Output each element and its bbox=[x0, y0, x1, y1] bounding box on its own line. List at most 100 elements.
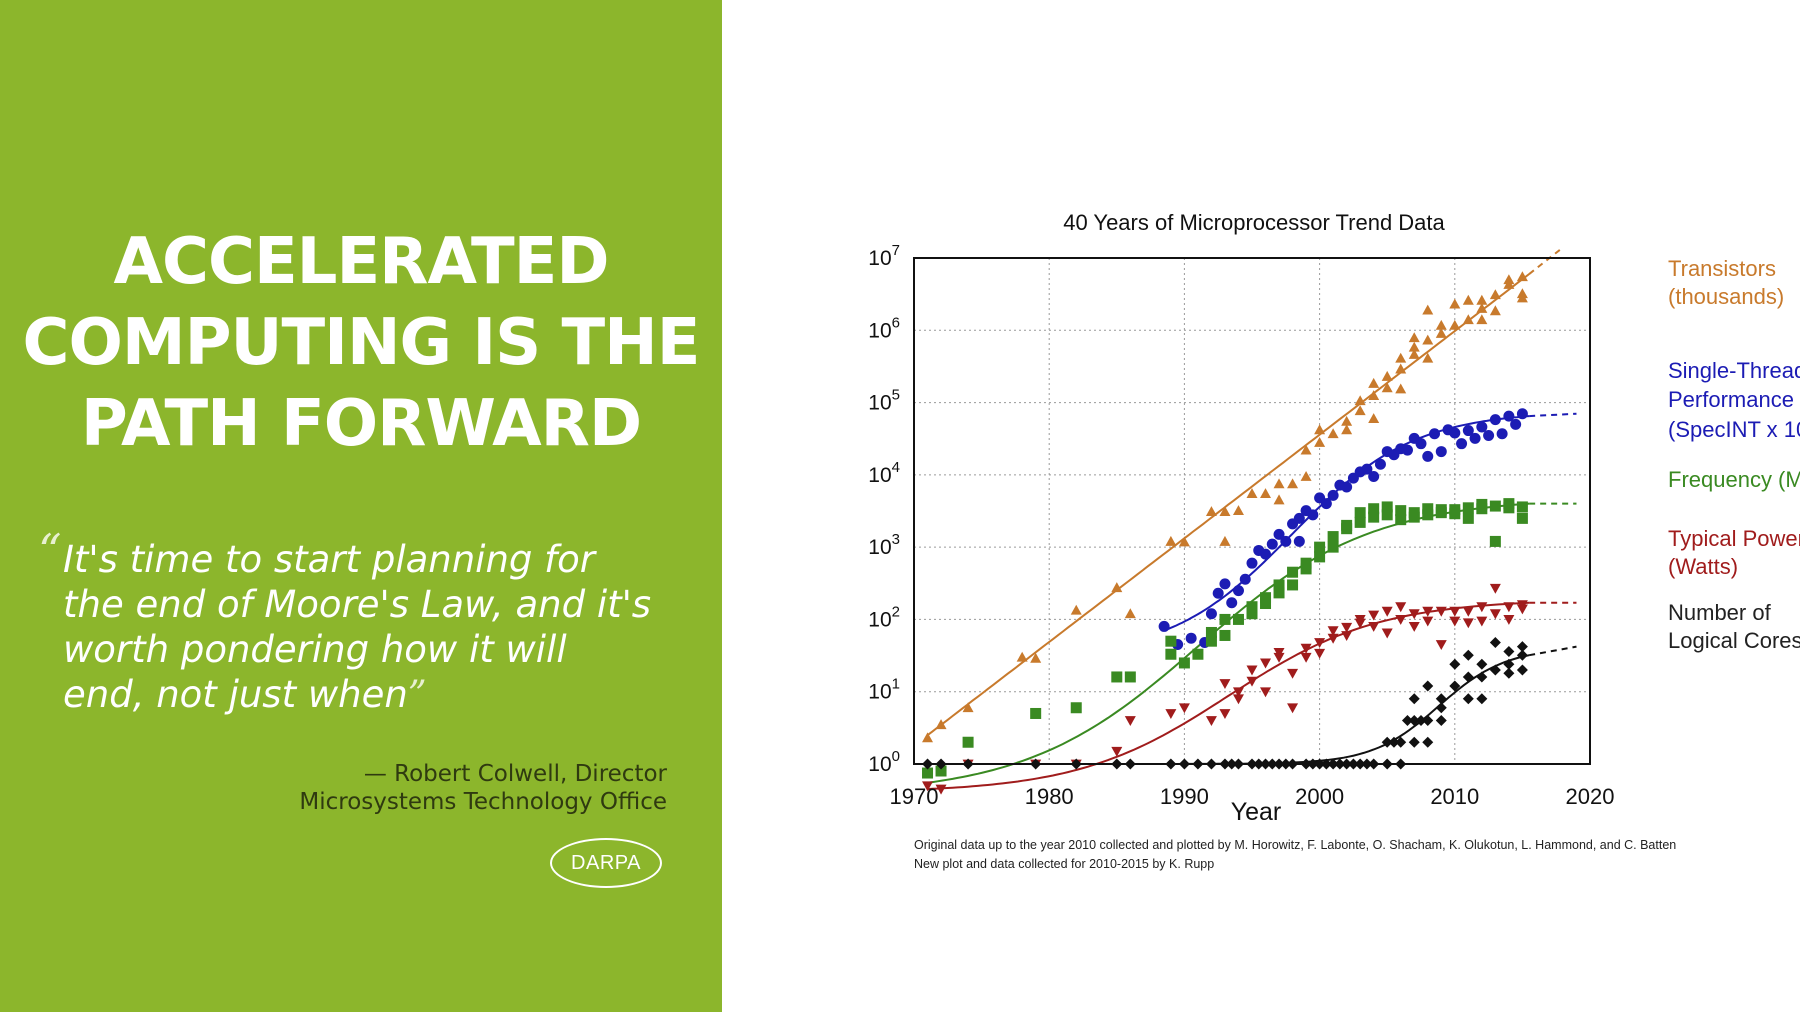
x-tick-label: 2020 bbox=[1566, 784, 1615, 809]
cores-point bbox=[1516, 664, 1528, 676]
power-point bbox=[1462, 606, 1474, 617]
transistors-point bbox=[1368, 413, 1380, 424]
transistors-point bbox=[1368, 390, 1380, 400]
transistors-point bbox=[1422, 304, 1434, 315]
legend-label-transistors: Transistors bbox=[1668, 256, 1776, 281]
power-point bbox=[1422, 616, 1434, 627]
transistors-point bbox=[1219, 506, 1231, 517]
power-point bbox=[922, 781, 934, 792]
single_thread-point bbox=[1489, 414, 1501, 426]
frequency-point bbox=[1516, 512, 1528, 524]
power-point bbox=[1354, 615, 1366, 625]
transistors-point bbox=[1462, 294, 1474, 305]
power-point bbox=[1449, 616, 1461, 627]
y-tick-label: 101 bbox=[868, 676, 900, 704]
transistors-point bbox=[1422, 352, 1434, 363]
y-tick-label: 104 bbox=[868, 459, 900, 487]
attribution-office: Microsystems Technology Office bbox=[299, 789, 667, 815]
transistors-point bbox=[1300, 470, 1312, 481]
power-point bbox=[1408, 622, 1420, 632]
single_thread-point bbox=[1374, 458, 1386, 470]
power-point bbox=[1232, 694, 1244, 705]
legend-label-single-thread: Single-Thread bbox=[1668, 358, 1800, 383]
single_thread-point bbox=[1293, 535, 1305, 547]
power-point bbox=[1476, 602, 1488, 613]
power-point bbox=[1449, 606, 1461, 617]
cores-point bbox=[1408, 693, 1420, 705]
transistors-point bbox=[1381, 382, 1393, 393]
attribution: — Robert Colwell, Director Microsystems … bbox=[299, 760, 667, 816]
legend-label-single-thread: (SpecINT x 103) bbox=[1668, 415, 1800, 442]
cores-point bbox=[1388, 736, 1400, 748]
frequency-point bbox=[1422, 503, 1434, 515]
transistors-point bbox=[1395, 383, 1407, 394]
transistors-point bbox=[1111, 582, 1123, 593]
chart-credit-line: New plot and data collected for 2010-201… bbox=[914, 857, 1214, 871]
chart-title: 40 Years of Microprocessor Trend Data bbox=[1063, 210, 1445, 235]
single_thread-point bbox=[1327, 489, 1339, 501]
cores-point bbox=[1381, 736, 1393, 748]
single_thread-point bbox=[1219, 578, 1231, 590]
single_thread-point bbox=[1516, 408, 1528, 420]
cores-point bbox=[1476, 658, 1488, 670]
power-point bbox=[1300, 643, 1312, 654]
y-tick-label: 107 bbox=[868, 242, 900, 270]
frequency-point bbox=[1124, 671, 1136, 683]
quote-line: end, not just when bbox=[63, 673, 408, 716]
transistors-point bbox=[1260, 488, 1272, 499]
transistors-point bbox=[1462, 314, 1474, 325]
single_thread-point bbox=[1462, 425, 1474, 437]
power-point bbox=[1219, 679, 1231, 689]
frequency-point bbox=[1165, 648, 1177, 660]
single_thread-point bbox=[1449, 427, 1461, 439]
x-tick-label: 1980 bbox=[1025, 784, 1074, 809]
transistors-point bbox=[1300, 444, 1312, 455]
trend-lines bbox=[926, 246, 1577, 791]
power-point bbox=[1516, 600, 1528, 611]
headline-line: COMPUTING IS THE bbox=[22, 306, 701, 380]
frequency-point bbox=[1462, 512, 1474, 524]
y-tick-label: 103 bbox=[868, 531, 900, 559]
cores-point bbox=[1435, 693, 1447, 705]
cores-point bbox=[1489, 664, 1501, 676]
plot-frame bbox=[913, 257, 1591, 765]
legend-label-single-thread: Performance bbox=[1668, 387, 1794, 412]
single_thread-point bbox=[1476, 421, 1488, 433]
frequency-point bbox=[1246, 608, 1258, 620]
quote: It's time to start planning for the end … bbox=[63, 537, 703, 717]
frequency-point bbox=[1070, 702, 1082, 714]
single_thread-point bbox=[1205, 608, 1217, 620]
frequency-point bbox=[1030, 707, 1042, 719]
quote-line-last: end, not just when” bbox=[63, 672, 703, 717]
cores-point bbox=[1503, 658, 1515, 670]
frequency-point bbox=[1422, 509, 1434, 521]
frequency-point bbox=[1354, 516, 1366, 528]
transistors-point bbox=[1449, 298, 1461, 309]
chart-credit-line: Original data up to the year 2010 collec… bbox=[914, 838, 1676, 852]
transistors-point bbox=[1354, 395, 1366, 406]
power-point bbox=[1273, 647, 1285, 658]
frequency-point bbox=[1314, 551, 1326, 563]
transistors-point bbox=[1368, 377, 1380, 388]
power-point bbox=[1165, 709, 1177, 719]
transistors-point bbox=[1314, 424, 1326, 435]
single_thread-point bbox=[1232, 585, 1244, 597]
single_thread-point bbox=[1401, 444, 1413, 456]
single_thread-point bbox=[1185, 632, 1197, 644]
trend-extension-single_thread bbox=[1529, 412, 1577, 418]
headline-line: PATH FORWARD bbox=[80, 387, 642, 461]
cores-point bbox=[1449, 680, 1461, 692]
transistors-point bbox=[1030, 652, 1042, 663]
cores-point bbox=[1408, 736, 1420, 748]
legend-label-transistors: (thousands) bbox=[1668, 284, 1784, 309]
single_thread-point bbox=[1266, 538, 1278, 550]
transistors-point bbox=[1124, 608, 1136, 619]
single_thread-point bbox=[1368, 470, 1380, 482]
transistors-point bbox=[1395, 352, 1407, 363]
quote-open-mark: “ bbox=[38, 524, 62, 578]
power-point bbox=[1327, 626, 1339, 637]
transistors-point bbox=[1408, 348, 1420, 359]
left-panel: ACCELERATED COMPUTING IS THE PATH FORWAR… bbox=[0, 0, 722, 1012]
legend-label-frequency: Frequency (MHz) bbox=[1668, 467, 1800, 492]
power-point bbox=[1408, 609, 1420, 620]
